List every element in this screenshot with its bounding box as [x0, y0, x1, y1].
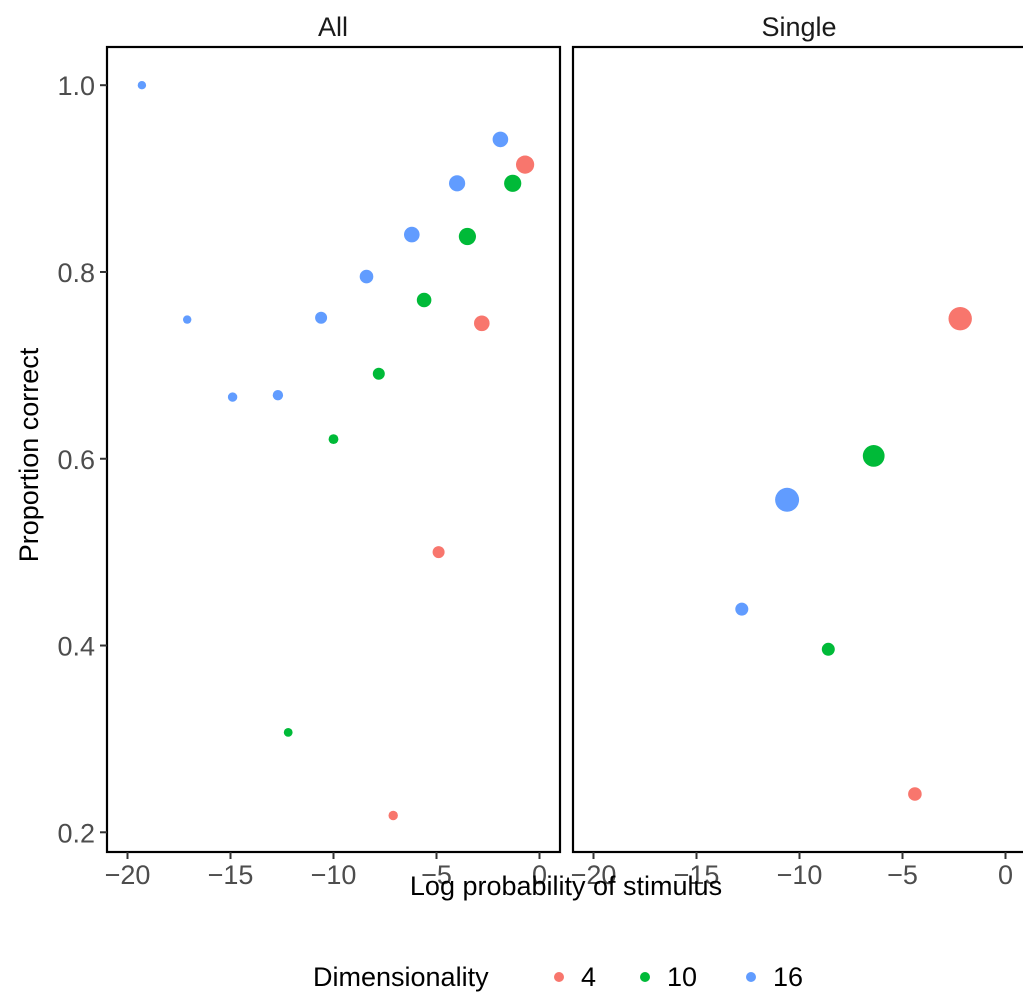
y-tick-label: 0.4: [57, 632, 95, 662]
y-tick-label: 0.2: [57, 818, 95, 848]
x-tick-label: −20: [571, 860, 617, 890]
point-dim-10: [821, 642, 835, 656]
legend-key-16: [746, 972, 756, 982]
panel-border: [571, 45, 1023, 854]
point-dim-16: [775, 487, 800, 512]
panel-title-single: Single: [761, 12, 836, 42]
x-tick-label: −15: [674, 860, 720, 890]
panel-single: Single: [571, 12, 1023, 854]
x-tick-label: −10: [777, 860, 823, 890]
point-dim-16: [272, 390, 284, 401]
x-tick-label: −10: [311, 860, 357, 890]
plot-area-single: [571, 45, 1023, 854]
point-dim-4: [908, 787, 922, 801]
legend-key-4: [554, 972, 564, 982]
x-tick-label: −5: [421, 860, 452, 890]
point-dim-4: [474, 315, 490, 332]
y-axis: 0.2 0.4 0.6 0.8 1.0: [57, 71, 107, 848]
x-tick-label: −15: [208, 860, 254, 890]
panel-title-all: All: [318, 12, 348, 42]
point-dim-16: [359, 269, 374, 284]
point-dim-10: [504, 174, 522, 192]
point-dim-16: [315, 311, 328, 324]
x-tick-label: −20: [105, 860, 151, 890]
legend: Dimensionality 4 10 16: [313, 962, 803, 992]
x-axis-single: −20 −15 −10 −5 0: [571, 852, 1013, 890]
x-axis-all: −20 −15 −10 −5 0: [105, 852, 547, 890]
legend-label-10: 10: [667, 962, 697, 992]
legend-key-10: [640, 972, 650, 982]
panel-all: All: [105, 12, 562, 854]
point-dim-16: [183, 315, 192, 324]
point-dim-16: [137, 81, 147, 90]
point-dim-4: [948, 307, 972, 331]
point-dim-10: [458, 227, 476, 246]
point-dim-4: [516, 155, 535, 174]
y-axis-label: Proportion correct: [14, 347, 44, 562]
point-dim-16: [227, 392, 238, 402]
legend-label-4: 4: [581, 962, 596, 992]
y-tick-label: 1.0: [57, 71, 95, 101]
point-dim-16: [492, 131, 509, 148]
plot-area-all: [105, 45, 562, 854]
point-dim-10: [328, 434, 339, 444]
point-dim-16: [735, 602, 749, 616]
point-dim-10: [372, 367, 385, 380]
x-tick-label: −5: [887, 860, 918, 890]
legend-label-16: 16: [773, 962, 803, 992]
point-dim-10: [862, 445, 885, 467]
x-tick-label: 0: [532, 860, 547, 890]
point-dim-4: [432, 546, 445, 559]
point-dim-10: [416, 292, 432, 308]
panel-border: [105, 45, 562, 854]
point-dim-4: [388, 810, 398, 821]
y-tick-label: 0.6: [57, 445, 95, 475]
y-tick-label: 0.8: [57, 258, 95, 288]
point-dim-10: [283, 728, 293, 737]
legend-title: Dimensionality: [313, 962, 489, 992]
point-dim-16: [404, 226, 420, 243]
x-tick-label: 0: [998, 860, 1013, 890]
x-axis-label: Log probability of stimulus: [410, 871, 722, 901]
point-dim-16: [449, 175, 466, 192]
